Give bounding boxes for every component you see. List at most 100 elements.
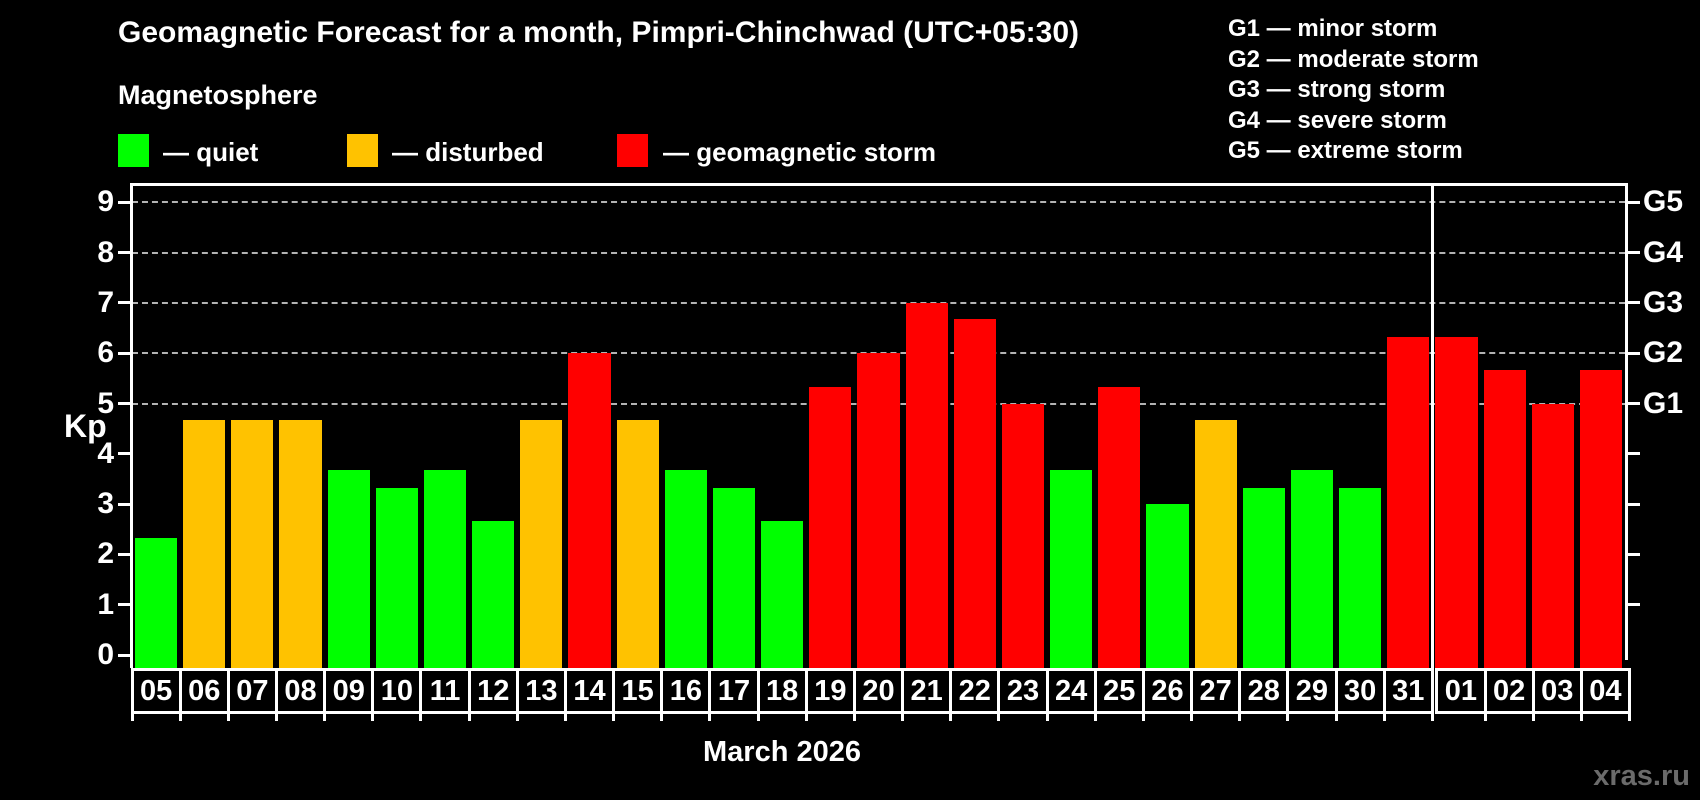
x-minor-tick-9: [563, 714, 567, 721]
day-label-21: 21: [901, 668, 953, 714]
day-label-24: 24: [1045, 668, 1097, 714]
g-legend-line-4: G4 — severe storm: [1228, 106, 1447, 134]
y-tick-label-4: 4: [97, 436, 114, 470]
x-axis-title: March 2026: [703, 736, 861, 768]
y-tick-label-1: 1: [97, 587, 114, 621]
bar-day-17: [712, 487, 756, 668]
g-scale-legend: G1 — minor storm G2 — moderate storm G3 — …: [1228, 14, 1479, 167]
x-minor-tick-21: [1141, 714, 1145, 721]
x-minor-tick-11: [660, 714, 664, 721]
bar-day-27: [1194, 420, 1237, 668]
day-label-03: 03: [1531, 668, 1583, 714]
y-tick-label-8: 8: [97, 235, 114, 269]
day-label-16: 16: [660, 668, 712, 714]
x-minor-tick-16: [901, 714, 905, 721]
bar-day-30: [1339, 487, 1382, 668]
y-tick-9: [118, 200, 130, 204]
day-label-06: 06: [178, 668, 230, 714]
bar-day-22: [953, 319, 996, 668]
x-minor-tick-29: [1531, 714, 1535, 721]
gridline-kp-9: [132, 201, 1625, 204]
gridline-kp-7: [132, 301, 1625, 304]
legend-swatch-disturbed: [347, 134, 378, 167]
x-minor-tick-23: [1238, 714, 1242, 721]
y-tick-7: [118, 301, 130, 305]
y-axis-line: [130, 183, 133, 668]
magnetosphere-label: Magnetosphere: [118, 80, 318, 110]
day-label-12: 12: [467, 668, 519, 714]
day-label-22: 22: [949, 668, 1001, 714]
x-minor-tick-22: [1190, 714, 1194, 721]
right-tick-9: [1628, 200, 1640, 204]
x-minor-tick-12: [708, 714, 712, 721]
y-tick-label-2: 2: [97, 537, 114, 571]
day-label-08: 08: [274, 668, 327, 714]
y-tick-3: [118, 502, 130, 506]
g-level-label-G4: G4: [1643, 235, 1684, 269]
bar-day-23: [1001, 403, 1045, 668]
bar-day-25: [1098, 386, 1141, 668]
x-minor-tick-17: [949, 714, 953, 721]
right-tick-4: [1628, 452, 1640, 456]
bar-day-01: [1435, 336, 1478, 668]
right-tick-5: [1628, 402, 1640, 405]
x-minor-tick-1: [178, 714, 182, 721]
g-level-label-G1: G1: [1643, 386, 1684, 420]
x-minor-tick-31: [1628, 714, 1631, 721]
day-label-25: 25: [1093, 668, 1145, 714]
bar-day-05: [135, 537, 178, 668]
right-tick-3: [1628, 502, 1640, 506]
x-minor-tick-2: [226, 714, 230, 721]
right-tick-6: [1628, 351, 1640, 355]
day-label-09: 09: [323, 668, 375, 714]
bar-day-06: [183, 420, 226, 668]
bar-day-26: [1146, 504, 1189, 668]
y-tick-6: [118, 351, 130, 355]
g-legend-line-5: G5 — extreme storm: [1228, 137, 1463, 164]
x-minor-tick-6: [419, 714, 423, 721]
right-axis-line: [1625, 183, 1628, 660]
g-legend-line-3: G3 — strong storm: [1228, 76, 1446, 103]
legend-label-storm: — geomagnetic storm: [663, 137, 937, 167]
g-level-label-G2: G2: [1643, 336, 1684, 370]
bar-day-02: [1483, 369, 1526, 668]
y-axis-title: Kp: [64, 408, 107, 444]
x-minor-tick-28: [1483, 714, 1487, 721]
day-label-15: 15: [612, 668, 664, 714]
day-label-02: 02: [1483, 668, 1535, 714]
bar-day-11: [423, 470, 467, 668]
bar-day-09: [327, 470, 370, 668]
watermark: xras.ru: [1593, 760, 1690, 792]
day-label-28: 28: [1238, 668, 1290, 714]
g-level-label-G3: G3: [1643, 285, 1684, 319]
bar-day-14: [568, 353, 611, 668]
y-tick-4: [118, 452, 130, 456]
day-label-17: 17: [708, 668, 760, 714]
legend-swatch-storm: [617, 134, 648, 167]
x-minor-tick-8: [515, 714, 519, 721]
y-tick-5: [118, 402, 130, 405]
bar-day-16: [664, 470, 707, 668]
bar-day-08: [279, 420, 322, 668]
x-minor-tick-10: [612, 714, 616, 721]
right-tick-1: [1628, 603, 1640, 607]
bar-day-19: [809, 386, 852, 668]
x-minor-tick-14: [804, 714, 808, 721]
right-tick-8: [1628, 251, 1640, 255]
right-tick-7: [1628, 301, 1640, 305]
page-title: Geomagnetic Forecast for a month, Pimpri…: [118, 16, 1079, 49]
y-tick-label-3: 3: [97, 487, 114, 521]
day-label-23: 23: [997, 668, 1049, 714]
bar-day-28: [1242, 487, 1285, 668]
day-label-18: 18: [756, 668, 808, 714]
bar-day-12: [472, 520, 515, 668]
day-label-05: 05: [130, 668, 182, 714]
y-tick-2: [118, 552, 130, 556]
month-separator-line: [1430, 183, 1434, 668]
legend-label-quiet: — quiet: [163, 137, 259, 167]
bar-day-24: [1050, 470, 1093, 668]
gridline-kp-8: [132, 251, 1625, 254]
g-legend-line-2: G2 — moderate storm: [1228, 45, 1479, 73]
day-label-31: 31: [1382, 668, 1434, 714]
bar-day-10: [375, 487, 418, 668]
